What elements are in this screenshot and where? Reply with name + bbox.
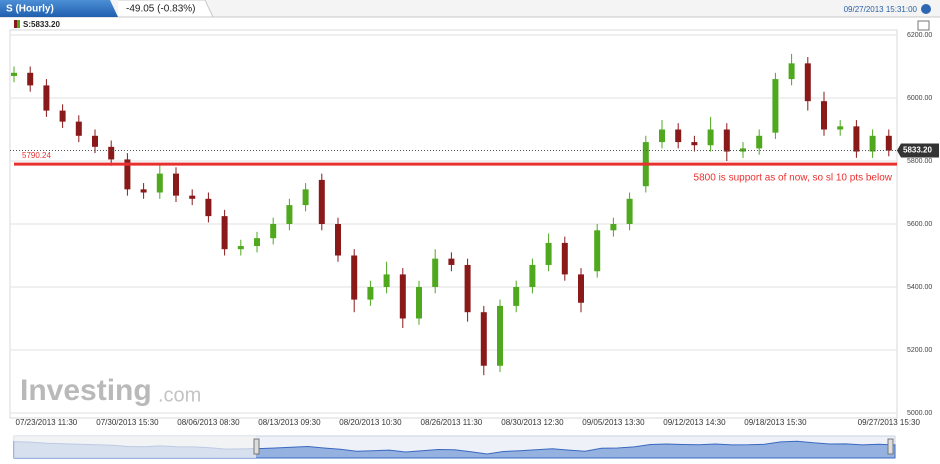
- candle-body: [11, 72, 17, 76]
- candle-body: [853, 126, 860, 152]
- candle-body: [254, 238, 260, 247]
- candle-body: [43, 85, 50, 111]
- candle-body: [837, 126, 844, 130]
- candle-body: [221, 216, 228, 250]
- x-tick-label: 09/12/2013 14:30: [663, 418, 726, 427]
- candle-body: [335, 224, 341, 256]
- candle-body: [788, 63, 795, 80]
- annotation: 5800 is support as of now, so sl 10 pts …: [694, 173, 893, 184]
- candle-body: [351, 255, 358, 300]
- x-tick-label: 08/20/2013 10:30: [339, 418, 402, 427]
- legend-swatch-down: [14, 20, 17, 28]
- x-tick-label: 07/23/2013 11:30: [16, 418, 78, 427]
- x-tick-label: 09/05/2013 13:30: [582, 418, 645, 427]
- navigator-mask: [14, 436, 256, 458]
- y-tick-label: 6000.00: [907, 95, 932, 102]
- y-tick-label: 5400.00: [907, 284, 932, 291]
- candle-body: [594, 230, 601, 272]
- x-tick-label: 08/13/2013 09:30: [258, 418, 321, 427]
- candle-body: [885, 135, 892, 151]
- candle-body: [740, 148, 746, 152]
- candle-body: [610, 224, 617, 231]
- last-price-label: 5833.20: [903, 146, 932, 155]
- y-tick-label: 6200.00: [907, 32, 932, 39]
- candle-body: [318, 179, 325, 224]
- candle-body: [529, 264, 536, 287]
- candle-body: [804, 63, 811, 102]
- x-tick-label: 08/06/2013 08:30: [177, 418, 240, 427]
- timestamp: 09/27/2013 15:31:00: [844, 5, 918, 14]
- candle-body: [869, 135, 876, 152]
- candle-body: [626, 198, 633, 224]
- candle-body: [578, 274, 584, 303]
- legend-swatch-up: [17, 20, 20, 28]
- support-line-label: 5790.24: [22, 151, 51, 160]
- candle-body: [448, 258, 455, 265]
- candle-body: [92, 135, 98, 147]
- candle-body: [497, 305, 503, 366]
- candle-body: [464, 264, 471, 313]
- candle-body: [189, 195, 196, 199]
- candle-body: [270, 224, 277, 239]
- candle-body: [707, 129, 714, 146]
- header-bar: [0, 0, 940, 17]
- symbol-tab-label: S (Hourly): [6, 4, 54, 15]
- candle-body: [659, 129, 665, 143]
- legend-entry: S:5833.20: [23, 20, 60, 29]
- x-tick-label: 09/18/2013 15:30: [744, 418, 807, 427]
- price-change: -49.05 (-0.83%): [126, 4, 195, 15]
- candle-body: [756, 135, 763, 149]
- candle-body: [561, 242, 568, 275]
- candle-body: [480, 312, 487, 366]
- candle-body: [772, 79, 779, 133]
- candle-body: [140, 189, 147, 193]
- candle-body: [173, 173, 179, 196]
- candle-body: [513, 287, 520, 306]
- change-tab: [118, 0, 214, 18]
- candle-body: [367, 287, 374, 300]
- candle-body: [416, 287, 422, 319]
- candle-body: [108, 146, 115, 160]
- candle-body: [237, 246, 244, 250]
- candle-body: [383, 274, 390, 287]
- last-price-box: [897, 143, 939, 158]
- candle-body: [723, 129, 730, 152]
- candle-body: [675, 129, 682, 143]
- minimize-button[interactable]: [917, 20, 930, 31]
- navigator-handle-left[interactable]: [253, 438, 260, 455]
- candle-body: [27, 72, 34, 86]
- candle-body: [399, 274, 406, 319]
- candle-body: [75, 121, 82, 136]
- candle-body: [545, 242, 552, 265]
- candle-body: [286, 205, 293, 224]
- watermark-suffix: .com: [158, 384, 201, 406]
- x-tick-label: 09/27/2013 15:30: [858, 418, 921, 427]
- candle-body: [302, 189, 309, 206]
- symbol-tab[interactable]: [0, 0, 118, 17]
- y-tick-label: 5800.00: [907, 158, 932, 165]
- y-tick-label: 5600.00: [907, 221, 932, 228]
- candle-body: [124, 159, 131, 190]
- candle-body: [59, 110, 66, 122]
- candle-body: [821, 101, 827, 130]
- watermark-brand: Investing: [20, 374, 152, 407]
- x-tick-label: 07/30/2013 15:30: [96, 418, 159, 427]
- clock-button[interactable]: [921, 4, 931, 14]
- candle-body: [205, 198, 212, 217]
- candle-body: [156, 173, 163, 193]
- x-tick-label: 08/26/2013 11:30: [421, 418, 483, 427]
- navigator-handle-right[interactable]: [887, 438, 894, 455]
- y-tick-label: 5000.00: [907, 410, 932, 417]
- candle-body: [691, 142, 698, 146]
- x-tick-label: 08/30/2013 12:30: [501, 418, 564, 427]
- y-tick-label: 5200.00: [907, 347, 932, 354]
- candle-body: [432, 258, 439, 287]
